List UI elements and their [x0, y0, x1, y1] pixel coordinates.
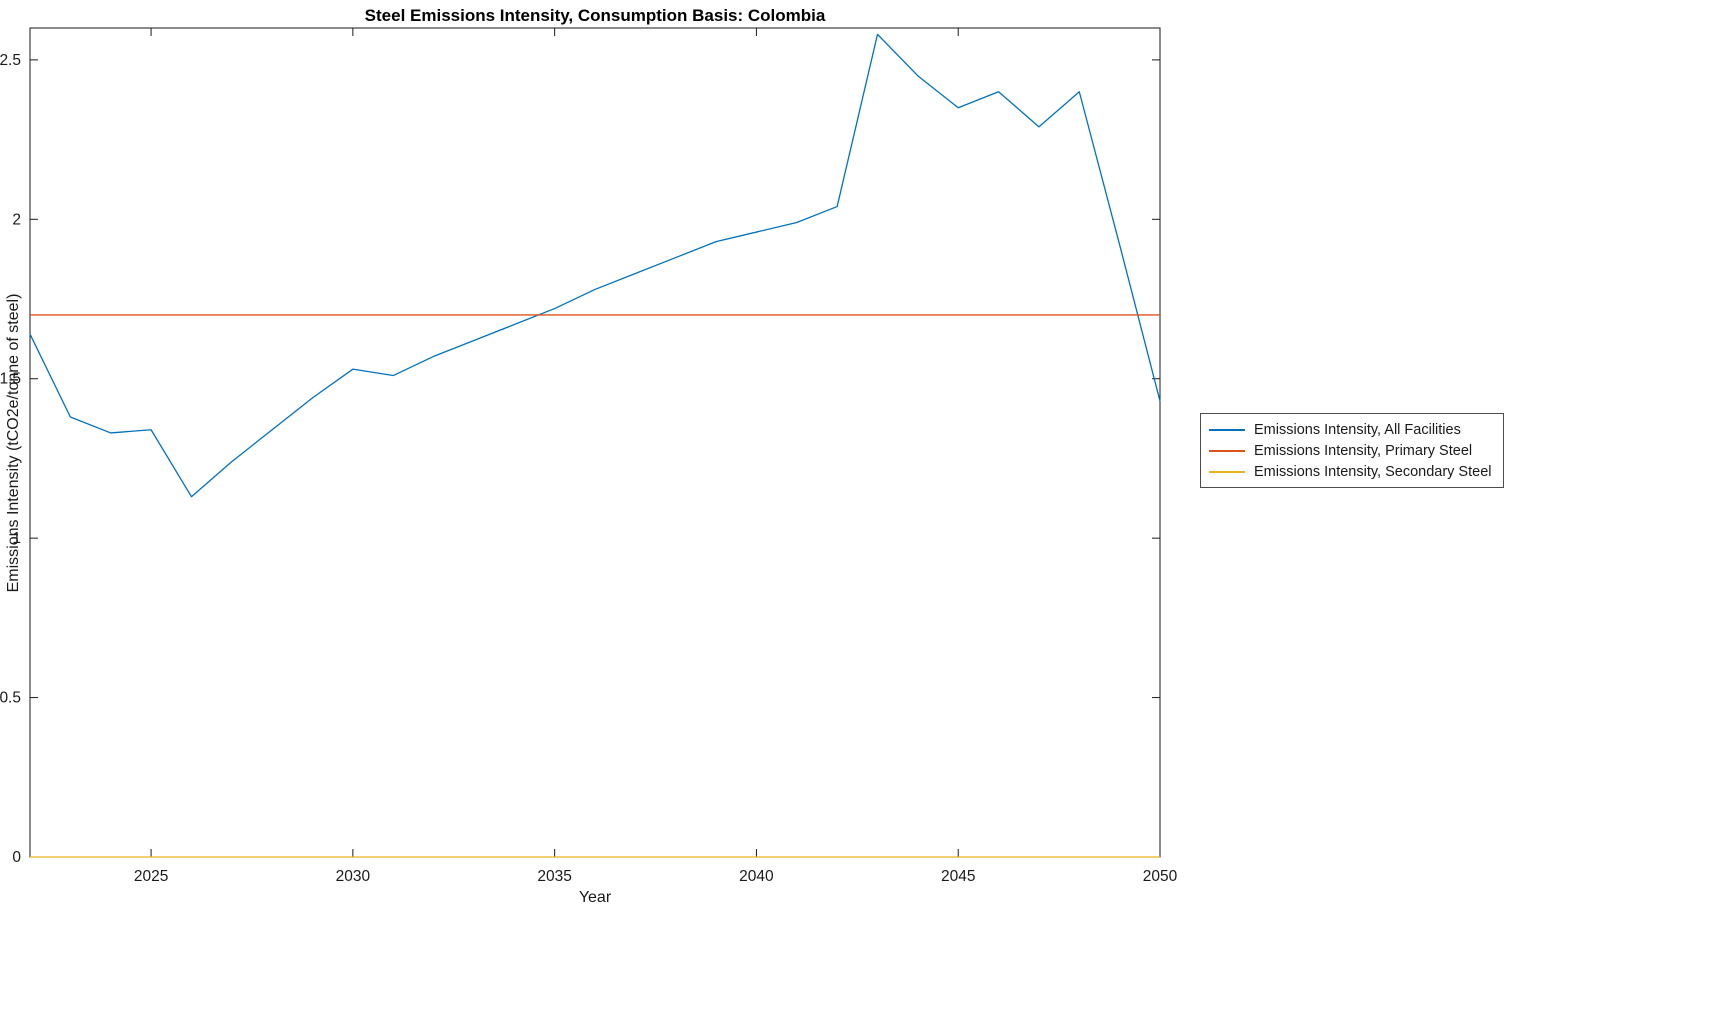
- x-tick-label: 2030: [336, 868, 371, 885]
- legend-item: Emissions Intensity, Primary Steel: [1209, 440, 1491, 461]
- x-tick-label: 2035: [537, 868, 571, 885]
- legend-line-swatch: [1209, 470, 1245, 473]
- y-axis-label: Emissions Intensity (tCO2e/tonne of stee…: [5, 293, 22, 593]
- series-line-0: [29, 33, 1161, 498]
- legend-line-swatch: [1209, 428, 1245, 431]
- legend-item-label: Emissions Intensity, Primary Steel: [1254, 442, 1473, 459]
- legend-item: Emissions Intensity, Secondary Steel: [1209, 461, 1491, 482]
- plot-box: [29, 27, 1161, 858]
- legend-line-swatch: [1209, 449, 1245, 452]
- x-tick-label: 2040: [739, 868, 774, 885]
- legend-item-label: Emissions Intensity, All Facilities: [1254, 421, 1461, 438]
- x-axis-label: Year: [578, 889, 612, 906]
- legend: Emissions Intensity, All Facilities Emis…: [1200, 413, 1505, 488]
- y-tick-label: 1.5: [0, 371, 21, 388]
- x-tick-label: 2045: [941, 868, 975, 885]
- y-tick-label: 0.5: [0, 690, 21, 707]
- legend-item: Emissions Intensity, All Facilities: [1209, 419, 1491, 440]
- chart-title: Steel Emissions Intensity, Consumption B…: [364, 6, 826, 25]
- y-tick-label: 2.5: [0, 52, 21, 69]
- y-tick-label: 2: [12, 211, 21, 228]
- x-tick-label: 2025: [134, 868, 168, 885]
- y-tick-label: 0: [12, 849, 21, 866]
- x-tick-label: 2050: [1143, 868, 1178, 885]
- y-tick-label: 1: [12, 530, 21, 547]
- legend-item-label: Emissions Intensity, Secondary Steel: [1254, 463, 1492, 480]
